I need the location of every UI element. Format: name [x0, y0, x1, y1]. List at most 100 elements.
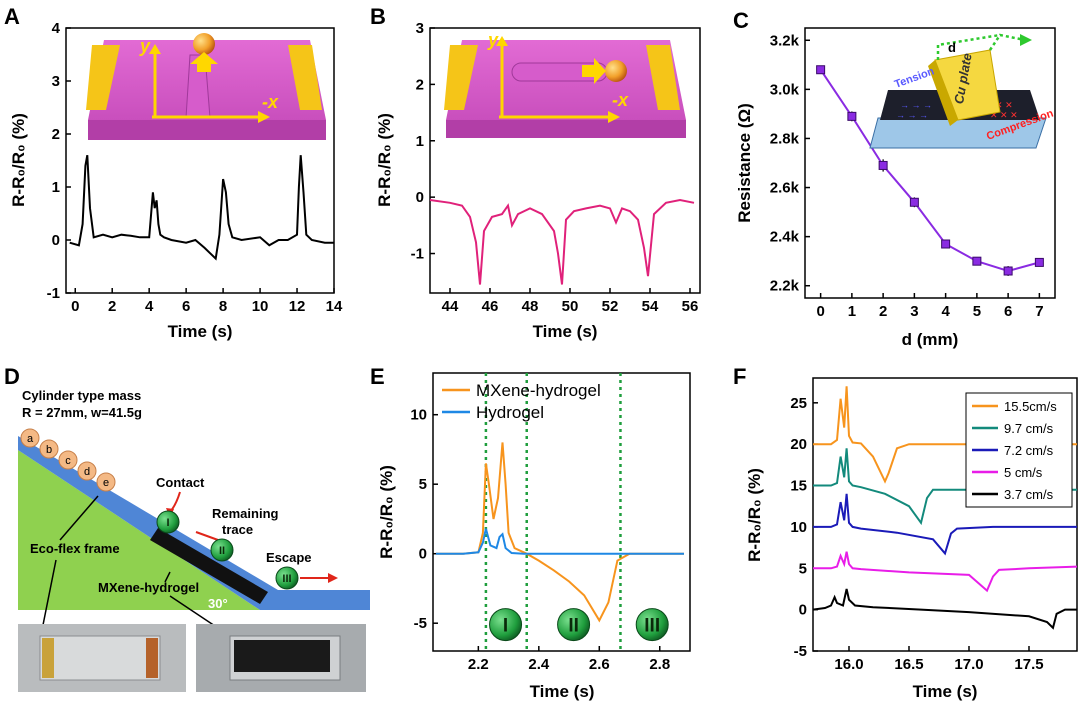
x-tick-label: 6: [182, 298, 190, 315]
y-tick-label: 1: [416, 133, 424, 150]
mass-ball-label: d: [84, 466, 90, 478]
x-tick-label: 52: [602, 298, 619, 315]
y-tick-label: -1: [47, 285, 60, 302]
y-tick-label: -1: [411, 246, 424, 263]
mass-ball: [20, 428, 40, 448]
legend-label: Hydrogel: [476, 403, 544, 422]
stage-marker: [635, 608, 669, 642]
axis-y-label: y: [487, 30, 499, 50]
y-axis-title: R-R₀/R₀ (%): [9, 113, 28, 207]
x-tick-label: 0: [816, 303, 824, 320]
remaining-label: Remaining: [212, 506, 279, 521]
axis-x-label: -x: [612, 90, 629, 110]
series-line-9-7-cm-s: [813, 448, 1077, 526]
series-line-mxene-hydrogel: [436, 442, 684, 623]
y-tick-label: 3: [416, 20, 424, 37]
axis-x-label: -x: [262, 92, 279, 112]
legend-label: 3.7 cm/s: [1004, 487, 1054, 502]
y-axis-title: R-R₀/R₀ (%): [377, 465, 396, 559]
x-tick-label: 56: [682, 298, 699, 315]
mxene-label: MXene-hydrogel: [98, 580, 199, 595]
legend: MXene-hydrogel Hydrogel: [442, 381, 601, 422]
legend-label: 7.2 cm/s: [1004, 443, 1054, 458]
x-tick-label: 50: [562, 298, 579, 315]
x-axis-title: d (mm): [902, 330, 959, 349]
y-tick-label: 0: [52, 232, 60, 249]
y-tick-label: 0: [419, 546, 427, 563]
y-tick-label: 5: [799, 560, 807, 577]
plot-area: 2.2 2.4 2.6 2.8 -5 0 5 10: [410, 373, 684, 673]
x-tick-label: 2.8: [649, 656, 670, 673]
plot-frame: [432, 372, 691, 652]
legend-label: 15.5cm/s: [1004, 399, 1057, 414]
mass-ball-label: e: [103, 477, 109, 489]
panel-label: A: [4, 4, 20, 29]
x-tick-label: 54: [642, 298, 659, 315]
x-tick-label: 1: [848, 303, 856, 320]
mass-spec: R = 27mm, w=41.5g: [22, 405, 142, 420]
y-tick-label: 2.4k: [770, 229, 800, 246]
y-tick-label: 25: [790, 395, 807, 412]
svg-text:→ → →: → → →: [896, 110, 928, 120]
plot-frame: [812, 377, 1078, 652]
x-tick-label: 12: [289, 298, 306, 315]
arrow-right-icon: [582, 58, 606, 84]
y-tick-label: 3: [52, 73, 60, 90]
series-line-resistance: [819, 69, 1040, 273]
tension-label: Tension: [893, 65, 936, 91]
svg-text:✕ ✕ ✕: ✕ ✕ ✕: [990, 110, 1018, 120]
y-tick-label: 2.6k: [770, 180, 800, 197]
data-point: [878, 160, 888, 170]
angle-label: 30°: [208, 596, 228, 611]
x-tick-label: 48: [522, 298, 539, 315]
y-tick-label: 1: [52, 179, 60, 196]
plot-frame: [804, 27, 1056, 299]
x-axis-title: Time (s): [913, 682, 978, 701]
stage-label: III: [282, 573, 291, 585]
ball-icon: [193, 33, 215, 55]
panel-e: E 2.2 2.4 2.6 2.8 -5 0 5 10 MXene-hydrogel Hydro…: [370, 364, 691, 701]
mass-ball: [96, 472, 116, 492]
series-line-5-cm-s: [813, 551, 1078, 593]
data-point: [1034, 257, 1044, 267]
inset-illustration: y -x: [444, 30, 686, 138]
series-line-hydrogel: [436, 528, 684, 555]
y-tick-label: 15: [790, 478, 807, 495]
slope: [18, 436, 370, 610]
x-tick-label: 10: [252, 298, 269, 315]
mass-ball: [77, 461, 97, 481]
plot-frame: [429, 27, 701, 294]
y-tick-label: 2.2k: [770, 278, 800, 295]
data-point: [909, 197, 919, 207]
y-tick-label: 3.2k: [770, 32, 800, 49]
panel-b: B y -x 44 46 48 50 52 54 56 -1 0 1 2 3 Time (s) R-R…: [370, 4, 701, 341]
y-tick-label: 0: [799, 602, 807, 619]
stage-marker: [156, 510, 180, 534]
y-axis-title: R-R₀/R₀ (%): [375, 113, 394, 207]
d-label: d: [948, 40, 956, 55]
x-tick-label: 4: [145, 298, 154, 315]
panel-label: C: [733, 8, 749, 33]
x-tick-label: 4: [941, 303, 950, 320]
y-tick-label: -5: [414, 615, 427, 632]
stage-marker: [557, 608, 591, 642]
legend-label: MXene-hydrogel: [476, 381, 601, 400]
y-axis-title: Resistance (Ω): [735, 103, 754, 222]
x-tick-label: 14: [326, 298, 343, 315]
escape-label: Escape: [266, 550, 312, 565]
x-tick-label: 17.5: [1014, 656, 1043, 673]
remaining-label-2: trace: [222, 522, 253, 537]
inset-illustration: y -x: [86, 33, 326, 140]
y-axis-title: R-R₀/R₀ (%): [745, 468, 764, 562]
x-axis-title: Time (s): [530, 682, 595, 701]
x-axis-title: Time (s): [168, 322, 233, 341]
arrow-up-icon: [190, 52, 218, 72]
series-line-3-7-cm-s: [812, 588, 1077, 630]
data-point: [941, 239, 951, 249]
svg-text:→ → →: → → →: [900, 100, 932, 110]
y-tick-label: 10: [790, 519, 807, 536]
mass-ball: [58, 450, 78, 470]
data-point: [816, 65, 826, 75]
